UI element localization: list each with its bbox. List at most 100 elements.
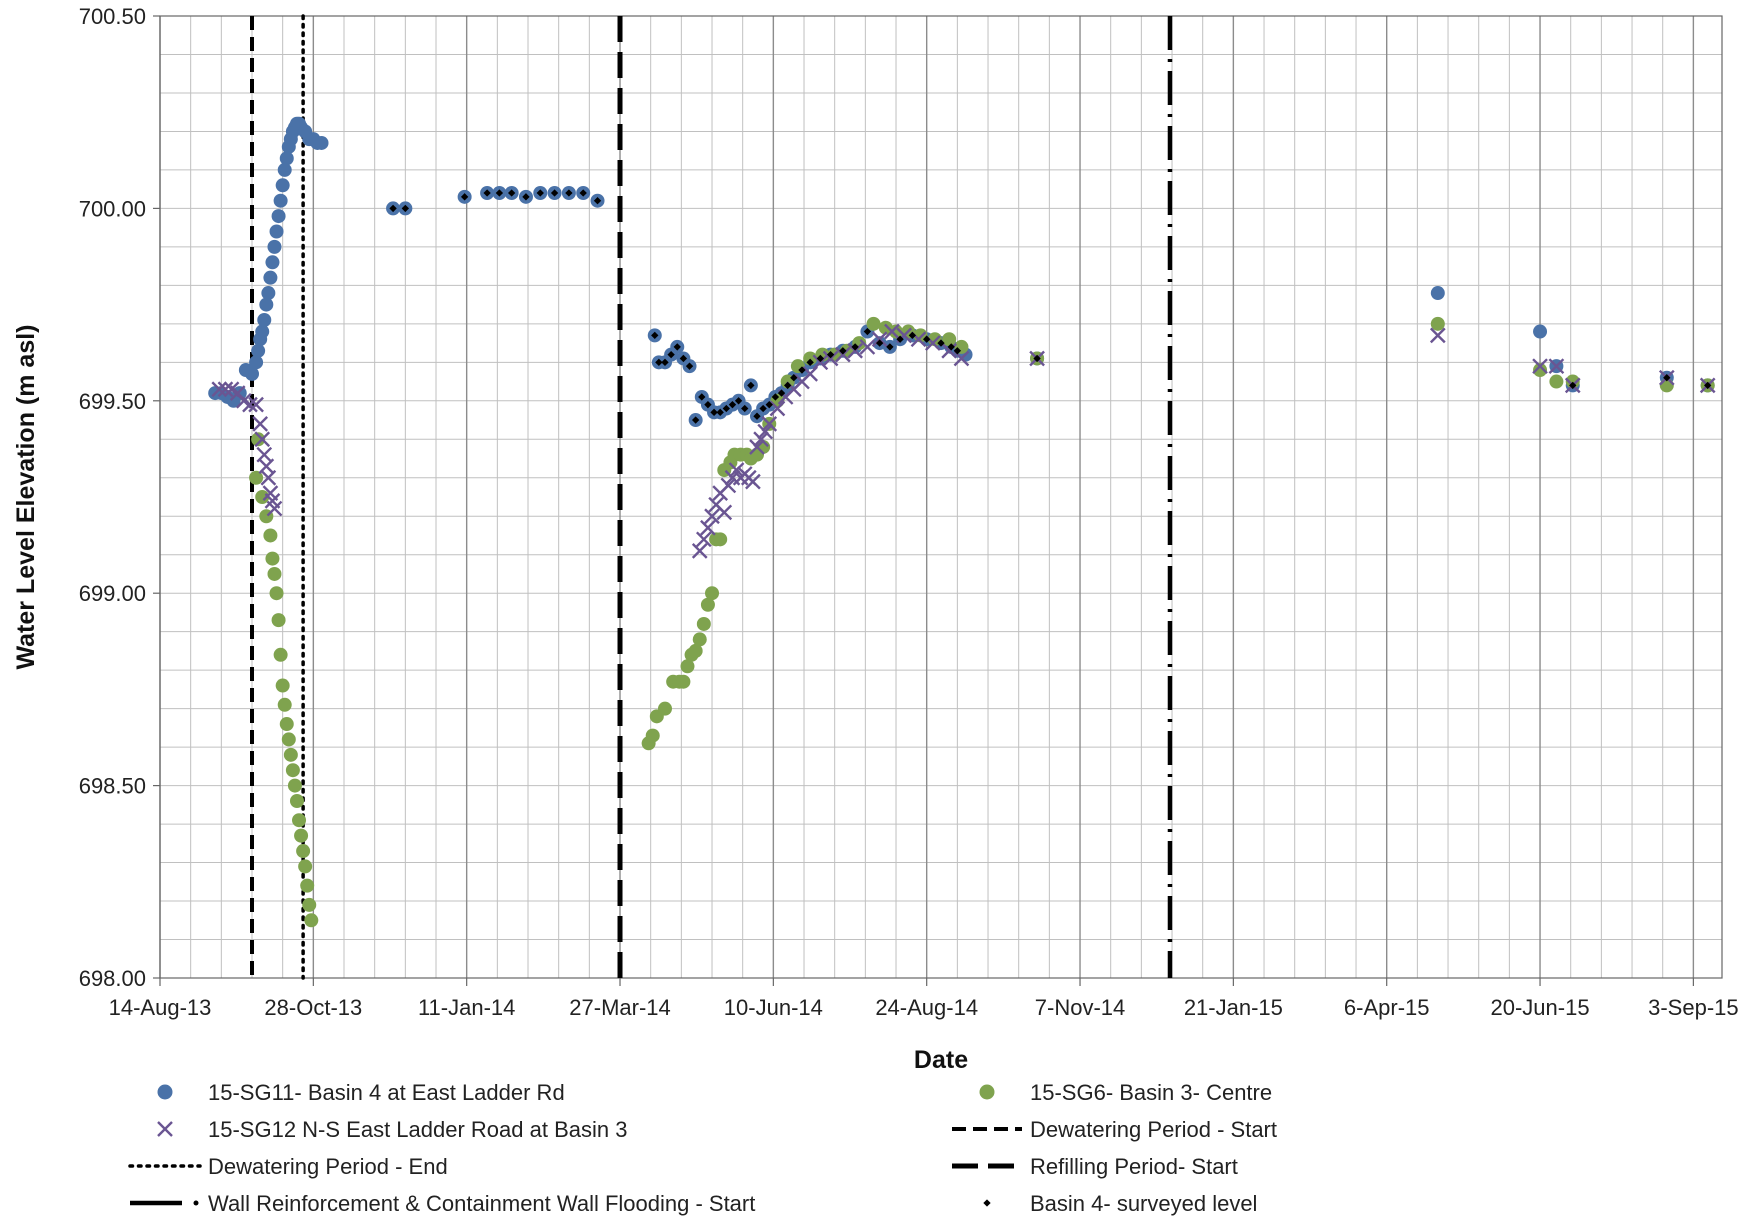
data-point <box>734 397 743 405</box>
y-tick-label: 700.50 <box>79 4 146 29</box>
data-point <box>871 331 888 348</box>
data-point <box>217 381 234 398</box>
y-tick-label: 700.00 <box>79 196 146 221</box>
data-point <box>522 193 530 201</box>
data-point <box>1429 327 1446 344</box>
x-axis-title: Date <box>914 1046 968 1074</box>
data-point <box>298 859 313 874</box>
data-point <box>884 323 900 340</box>
data-point <box>254 431 271 448</box>
data-point <box>251 432 266 447</box>
data-point <box>839 347 847 355</box>
data-point <box>248 396 264 413</box>
data-point <box>716 408 724 417</box>
data-point <box>822 350 839 367</box>
x-tick-label: 10-Jun-14 <box>724 995 823 1020</box>
data-point <box>783 381 792 390</box>
data-point <box>263 528 278 543</box>
plot-area-border <box>159 15 1723 979</box>
data-series <box>208 116 1716 928</box>
legend-item: 15-SG11- Basin 4 at East Ladder Rd <box>157 1080 565 1105</box>
x-tick-label: 24-Aug-14 <box>875 995 978 1020</box>
data-point <box>859 339 876 355</box>
data-point <box>765 400 773 409</box>
data-point <box>713 532 728 547</box>
series-sg11 <box>208 116 1715 428</box>
x-tick-label: 28-Oct-13 <box>264 995 362 1020</box>
data-point <box>1533 363 1548 378</box>
data-point <box>657 701 672 716</box>
data-point <box>460 193 469 201</box>
data-point <box>757 423 774 440</box>
data-point <box>667 350 675 359</box>
data-point <box>271 209 286 224</box>
data-point <box>753 431 769 448</box>
data-point <box>923 335 931 343</box>
data-point <box>281 732 296 747</box>
data-point <box>835 346 851 363</box>
data-point <box>1548 358 1565 375</box>
reference-lines <box>250 14 1173 980</box>
data-point <box>908 331 917 340</box>
data-point <box>1704 381 1712 390</box>
data-point <box>296 844 311 859</box>
legend-label: Dewatering Period - End <box>208 1154 448 1179</box>
data-point <box>1430 286 1445 301</box>
legend-label: 15-SG6- Basin 3- Centre <box>1030 1080 1272 1105</box>
x-tick-label: 27-Mar-14 <box>569 995 670 1020</box>
y-axis-title: Water Level Elevation (m asl) <box>12 324 40 669</box>
data-point <box>716 504 733 521</box>
data-point <box>252 416 269 432</box>
data-point <box>259 297 274 312</box>
data-point <box>937 339 945 347</box>
data-point <box>294 828 309 843</box>
data-point <box>680 659 695 674</box>
x-tick-label: 3-Sep-15 <box>1648 995 1739 1020</box>
y-axis-ticks: 698.00 698.50 699.00 699.50 700.00 700.50 <box>79 4 160 991</box>
data-point <box>704 508 720 525</box>
data-point <box>292 813 307 828</box>
data-point <box>753 412 761 420</box>
data-point <box>271 613 286 628</box>
data-point <box>947 343 955 351</box>
data-point <box>285 763 300 778</box>
data-point <box>1569 381 1577 390</box>
legend-item: Dewatering Period - Start <box>952 1117 1277 1142</box>
data-point <box>265 255 280 270</box>
legend-item: 15-SG12 N-S East Ladder Road at Basin 3 <box>157 1117 627 1142</box>
legend-label: Basin 4- surveyed level <box>1030 1191 1257 1216</box>
data-point <box>769 400 786 417</box>
data-point <box>759 404 767 413</box>
data-point <box>685 362 694 370</box>
data-point <box>673 343 681 351</box>
data-point <box>265 551 280 566</box>
series-sg12 <box>211 323 1716 559</box>
data-point <box>266 500 283 517</box>
x-tick-label: 21-Jan-15 <box>1184 995 1283 1020</box>
data-point <box>277 697 292 712</box>
legend-label: Dewatering Period - Start <box>1030 1117 1277 1142</box>
data-point <box>692 632 707 647</box>
data-point <box>761 416 778 432</box>
data-point <box>688 643 703 658</box>
data-point <box>249 355 264 370</box>
data-point <box>896 335 904 343</box>
x-tick-label: 11-Jan-14 <box>418 995 515 1020</box>
data-point <box>704 400 712 409</box>
y-tick-label: 699.00 <box>79 581 146 606</box>
data-point <box>1549 374 1564 389</box>
data-point <box>279 151 294 166</box>
data-point <box>1565 374 1580 389</box>
data-point <box>720 477 737 494</box>
y-tick-label: 699.50 <box>79 389 146 414</box>
data-point <box>251 343 266 358</box>
data-point <box>745 473 761 490</box>
legend-label: 15-SG12 N-S East Ladder Road at Basin 3 <box>208 1117 627 1142</box>
data-point <box>676 674 691 689</box>
data-point <box>698 393 706 401</box>
data-point <box>245 366 260 381</box>
legend-label: Wall Reinforcement & Containment Wall Fl… <box>208 1191 755 1216</box>
x-tick-label: 7-Nov-14 <box>1035 995 1125 1020</box>
data-point <box>691 543 708 559</box>
legend-item: Refilling Period- Start <box>952 1154 1238 1179</box>
